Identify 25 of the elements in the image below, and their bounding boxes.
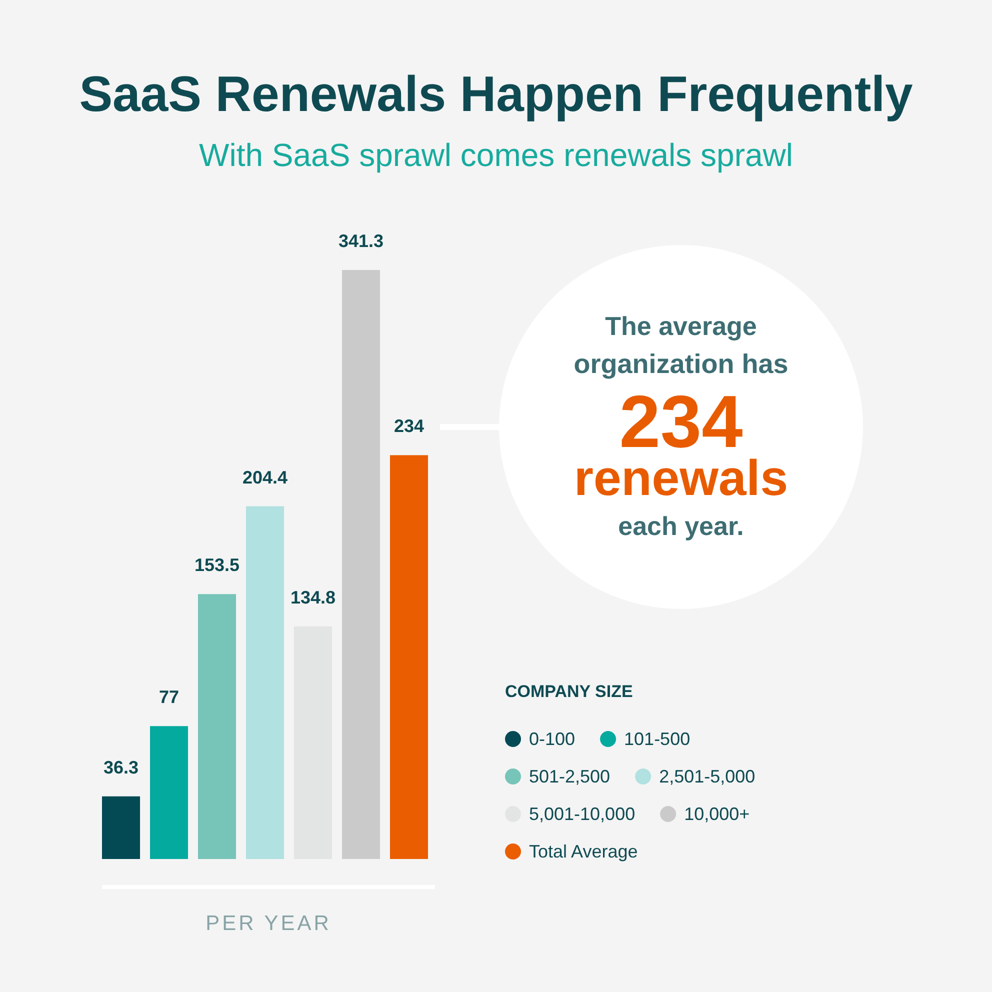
bar [102, 796, 140, 859]
bar [342, 270, 380, 859]
legend-title: COMPANY SIZE [505, 682, 633, 701]
bar [390, 455, 428, 859]
bar [246, 506, 284, 859]
data-label: 134.8 [290, 587, 336, 608]
bar [198, 594, 236, 859]
legend-label: 5,001-10,000 [529, 804, 636, 824]
x-axis-title: PER YEAR [206, 912, 332, 935]
bar [150, 726, 188, 859]
data-label: 234 [394, 416, 424, 436]
legend-label: 0-100 [529, 729, 576, 749]
data-label: 36.3 [103, 757, 139, 778]
data-label: 77 [158, 687, 180, 708]
legend-label: 101-500 [624, 729, 690, 749]
data-label: 153.5 [194, 555, 240, 576]
legend-label: 2,501-5,000 [659, 766, 756, 786]
legend-label: Total Average [529, 842, 638, 862]
legend-label: 501-2,500 [529, 766, 610, 786]
text: The average organization has 234 renewals each year. [574, 311, 788, 541]
data-label: 341.3 [338, 231, 384, 251]
chart-title: SaaS Renewals Happen Frequently [79, 66, 913, 122]
text: With SaaS sprawl comes renewals sprawl [199, 137, 793, 173]
data-label: 204.4 [242, 467, 288, 488]
legend-label: 10,000+ [684, 804, 750, 824]
